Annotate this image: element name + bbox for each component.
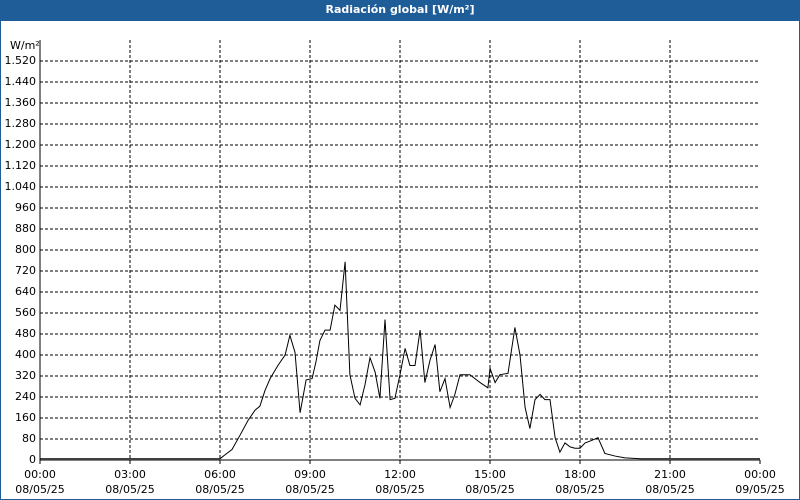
y-tick-label: 560: [15, 306, 36, 319]
x-tick-label: 18:00: [564, 468, 596, 481]
x-tick-date: 08/05/25: [555, 483, 604, 496]
x-tick-label: 15:00: [474, 468, 506, 481]
y-tick-label: 480: [15, 327, 36, 340]
y-tick-label: 1.360: [5, 96, 37, 109]
y-tick-label: 160: [15, 411, 36, 424]
y-tick-label: 1.040: [5, 180, 37, 193]
y-tick-label: 1.440: [5, 75, 37, 88]
x-tick-date: 08/05/25: [15, 483, 64, 496]
chart-title: Radiación global [W/m²]: [325, 3, 474, 16]
x-tick-date: 08/05/25: [105, 483, 154, 496]
y-tick-label: 880: [15, 222, 36, 235]
title-bar: [0, 0, 800, 20]
y-tick-label: 800: [15, 243, 36, 256]
x-tick-date: 08/05/25: [375, 483, 424, 496]
x-tick-label: 00:00: [744, 468, 776, 481]
x-tick-label: 00:00: [24, 468, 56, 481]
x-tick-label: 03:00: [114, 468, 146, 481]
y-tick-label: 640: [15, 285, 36, 298]
x-tick-label: 21:00: [654, 468, 686, 481]
y-tick-label: 720: [15, 264, 36, 277]
y-tick-label: 1.120: [5, 159, 37, 172]
y-tick-label: 240: [15, 390, 36, 403]
y-tick-label: 1.200: [5, 138, 37, 151]
y-tick-label: 320: [15, 369, 36, 382]
x-tick-date: 09/05/25: [735, 483, 784, 496]
x-tick-date: 08/05/25: [645, 483, 694, 496]
y-tick-label: 1.520: [5, 54, 37, 67]
y-tick-label: 0: [29, 453, 36, 466]
y-unit: W/m²: [10, 39, 40, 52]
y-tick-label: 400: [15, 348, 36, 361]
x-tick-label: 09:00: [294, 468, 326, 481]
y-tick-label: 80: [22, 432, 36, 445]
x-tick-date: 08/05/25: [195, 483, 244, 496]
y-tick-label: 1.280: [5, 117, 37, 130]
x-tick-date: 08/05/25: [285, 483, 334, 496]
data-line: [40, 261, 760, 460]
x-tick-label: 06:00: [204, 468, 236, 481]
x-tick-date: 08/05/25: [465, 483, 514, 496]
x-tick-label: 12:00: [384, 468, 416, 481]
y-tick-label: 960: [15, 201, 36, 214]
